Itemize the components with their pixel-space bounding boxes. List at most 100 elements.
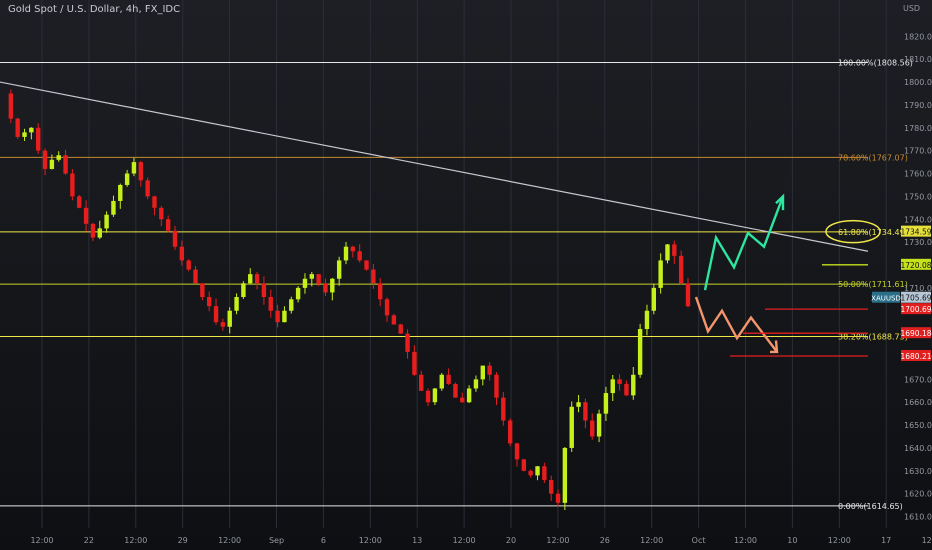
price-label-box	[901, 327, 931, 339]
candle-body	[501, 397, 506, 421]
candle-body	[617, 379, 622, 384]
candle-body	[111, 200, 116, 215]
x-tick-label: 12:00	[828, 536, 851, 545]
candle-body	[583, 402, 588, 421]
candle-body	[487, 365, 492, 375]
y-tick-label: 1710.00	[904, 284, 932, 293]
candle-body	[36, 127, 41, 151]
y-tick-label: 1610.00	[904, 513, 932, 522]
candle-body	[419, 374, 424, 391]
candle-body	[97, 228, 102, 238]
price-label-box	[901, 225, 931, 237]
price-label-text: 1734.59	[900, 228, 931, 237]
trendline	[0, 81, 869, 252]
candle-body	[138, 162, 143, 181]
symbol-tag-text: XAUUSD	[871, 295, 901, 303]
candle-body	[254, 274, 260, 284]
candle-body	[672, 244, 677, 256]
candle-body	[364, 260, 369, 270]
price-axis-unit: USD	[903, 4, 921, 13]
candle-body	[405, 333, 410, 352]
green-scenario-path	[703, 195, 785, 291]
candle-body	[207, 297, 212, 307]
candle-body	[446, 374, 451, 384]
x-tick-label: 10	[787, 536, 797, 545]
fib-level-label: 0.00%(1614.65)	[838, 502, 903, 511]
candle-body	[234, 297, 239, 311]
candle-body	[316, 274, 321, 284]
x-tick-label: 13	[412, 536, 422, 545]
candle-body	[15, 118, 20, 137]
x-tick-label: 12:00	[359, 536, 382, 545]
x-tick-label: 12:00	[30, 536, 53, 545]
x-tick-label: 12:00	[922, 536, 932, 545]
candle-body	[241, 283, 246, 298]
price-label-text: 1690.18	[900, 329, 931, 338]
y-tick-label: 1670.00	[904, 375, 932, 384]
candle-body	[49, 159, 55, 169]
y-tick-label: 1620.00	[904, 490, 932, 499]
candle-body	[521, 459, 527, 471]
candle-body	[665, 244, 670, 261]
candle-body	[398, 324, 403, 334]
candle-body	[658, 260, 663, 288]
x-tick-label: 6	[321, 536, 326, 545]
y-tick-label: 1820.00	[904, 32, 932, 41]
candle-body	[193, 269, 198, 284]
green-arrow-head	[775, 193, 785, 211]
highlight-ellipse	[825, 219, 881, 244]
price-label-box	[901, 291, 931, 303]
candle-body	[350, 246, 356, 252]
y-tick-label: 1650.00	[904, 421, 932, 430]
candle-body	[63, 155, 68, 174]
y-tick-label: 1780.00	[904, 124, 932, 133]
y-tick-label: 1760.00	[904, 170, 932, 179]
candle-body	[131, 162, 137, 174]
candle-body	[549, 479, 554, 494]
candle-body	[289, 299, 294, 311]
candle-body	[590, 420, 595, 437]
candle-body	[248, 274, 253, 284]
candle-body	[295, 287, 301, 300]
x-tick-label: Sep	[269, 536, 284, 545]
candle-body	[384, 299, 390, 316]
x-tick-label: 12:00	[734, 536, 757, 545]
candle-body	[104, 214, 109, 229]
price-label-box	[901, 258, 931, 270]
candle-body	[412, 351, 417, 375]
candle-body	[644, 310, 650, 330]
candle-body	[637, 329, 643, 375]
candle-body	[542, 466, 547, 480]
y-tick-label: 1640.00	[904, 444, 932, 453]
candle-body	[576, 402, 581, 407]
candle-body	[343, 246, 349, 261]
candle-body	[507, 420, 513, 444]
chart-title: Gold Spot / U.S. Dollar, 4h, FX_IDC	[8, 4, 181, 15]
y-tick-label: 1730.00	[904, 238, 932, 247]
fib-level-label: 50.00%(1711.61)	[838, 280, 908, 289]
candle-body	[220, 322, 226, 327]
candle-body	[282, 310, 287, 323]
x-tick-label: 29	[178, 536, 188, 545]
x-tick-label: 12:00	[546, 536, 569, 545]
x-tick-label: Oct	[692, 536, 706, 545]
candle-body	[302, 278, 308, 288]
candle-body	[624, 383, 629, 396]
candle-body	[56, 155, 61, 160]
candle-body	[90, 223, 96, 238]
y-tick-label: 1800.00	[904, 78, 932, 87]
candle-body	[152, 196, 157, 208]
candle-body	[466, 388, 472, 403]
candle-body	[453, 383, 458, 398]
candle-body	[569, 406, 574, 448]
x-tick-label: 12:00	[640, 536, 663, 545]
x-tick-label: 26	[600, 536, 610, 545]
candle-body	[42, 150, 48, 169]
x-tick-label: 12:00	[218, 536, 241, 545]
candle-body	[535, 466, 540, 476]
candle-body	[473, 379, 479, 389]
candle-body	[29, 127, 34, 133]
candle-body	[124, 173, 130, 185]
y-tick-label: 1750.00	[904, 192, 932, 201]
